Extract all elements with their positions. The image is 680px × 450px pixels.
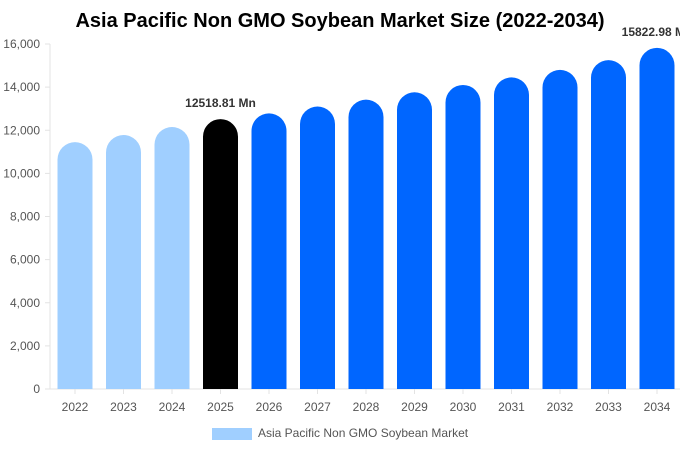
chart-title: Asia Pacific Non GMO Soybean Market Size… <box>75 10 604 32</box>
x-tick-label: 2030 <box>450 400 477 414</box>
y-tick-label: 8,000 <box>10 210 40 224</box>
data-label-2025: 12518.81 Mn <box>185 96 256 110</box>
bar-2022 <box>57 142 93 389</box>
x-tick-label: 2032 <box>547 400 574 414</box>
x-tick-label: 2024 <box>159 400 186 414</box>
y-tick-label: 12,000 <box>3 123 40 137</box>
y-tick-label: 2,000 <box>10 339 40 353</box>
bar-2031 <box>494 77 529 389</box>
x-tick-label: 2029 <box>401 400 428 414</box>
y-axis: 0 2,000 4,000 6,000 8,000 10,000 12,000 14,000 1… <box>3 37 51 396</box>
x-tick-label: 2026 <box>256 400 283 414</box>
bar-2026 <box>251 113 287 389</box>
y-tick-label: 10,000 <box>3 166 40 180</box>
bar-2034 <box>639 47 675 390</box>
y-tick-label: 0 <box>33 382 40 396</box>
y-tick-label: 6,000 <box>10 253 40 267</box>
bar-2032 <box>542 69 578 389</box>
bar-2025 <box>203 119 238 389</box>
data-label-2034: 15822.98 Mn <box>622 25 680 39</box>
x-tick-label: 2033 <box>595 400 622 414</box>
x-tick-label: 2025 <box>207 400 234 414</box>
legend-swatch <box>212 428 252 440</box>
x-tick-label: 2022 <box>62 400 89 414</box>
bar-2023 <box>106 134 141 389</box>
bar-2033 <box>591 60 626 390</box>
bar-2029 <box>397 92 432 390</box>
bar-2027 <box>300 106 335 389</box>
bar-2028 <box>348 99 384 389</box>
x-tick-label: 2023 <box>110 400 137 414</box>
bars <box>57 47 675 390</box>
y-tick-label: 14,000 <box>3 80 40 94</box>
legend-label: Asia Pacific Non GMO Soybean Market <box>258 426 469 440</box>
bar-2030 <box>445 84 481 389</box>
bar-2024 <box>154 127 190 389</box>
legend: Asia Pacific Non GMO Soybean Market <box>212 426 469 440</box>
annotations: 12518.81 Mn 15822.98 Mn <box>185 25 680 110</box>
y-tick-label: 16,000 <box>3 37 40 51</box>
x-tick-label: 2027 <box>304 400 331 414</box>
x-tick-label: 2031 <box>498 400 525 414</box>
x-tick-label: 2028 <box>353 400 380 414</box>
x-axis: 2022 2023 2024 2025 2026 2027 2028 2029 2030 2031… <box>50 388 680 414</box>
x-tick-label: 2034 <box>644 400 671 414</box>
y-tick-label: 4,000 <box>10 296 40 310</box>
